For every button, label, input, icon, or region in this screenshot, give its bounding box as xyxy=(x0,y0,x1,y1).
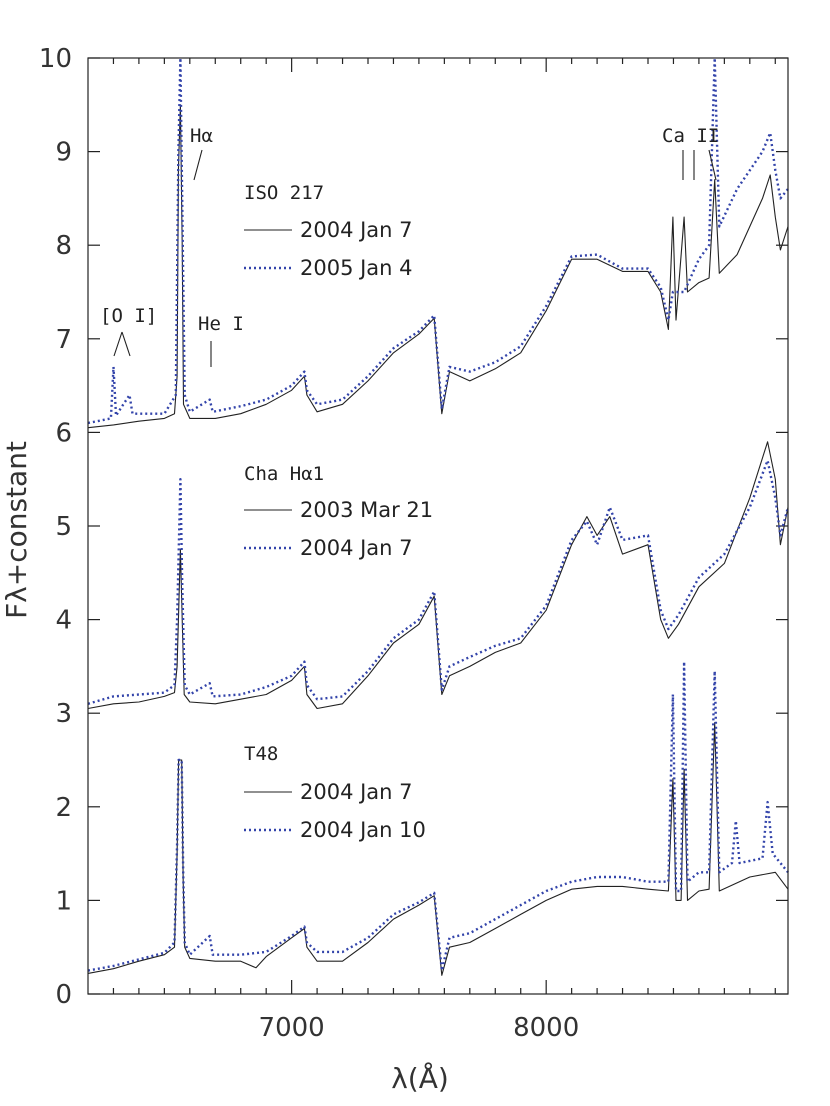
annotation-pointer xyxy=(113,331,123,357)
panel-label-iso217: ISO 217 xyxy=(244,182,324,204)
y-axis-ticks: 0 1 2 3 4 5 6 7 8 9 10 xyxy=(39,44,788,1010)
y-tick-label: 0 xyxy=(55,980,72,1010)
annotation-pointer xyxy=(708,149,717,181)
spectrum-line-panel0-dotted xyxy=(87,56,789,425)
annotation-h-alpha: Hα xyxy=(190,125,213,181)
y-tick-label: 6 xyxy=(55,418,72,448)
annotation-label: He I xyxy=(198,313,244,335)
legend-label-dotted: 2005 Jan 4 xyxy=(300,256,413,280)
y-tick-label: 9 xyxy=(55,138,72,168)
spectrum-line-panel1-dotted xyxy=(87,459,790,705)
legend-label-solid: 2003 Mar 21 xyxy=(300,498,433,522)
legend-label-dotted: 2004 Jan 7 xyxy=(300,536,413,560)
y-tick-label: 7 xyxy=(55,325,72,355)
legend-label-dotted: 2004 Jan 10 xyxy=(300,818,426,842)
y-tick-label: 4 xyxy=(55,606,72,636)
x-axis-ticks: 7000 8000 xyxy=(112,58,776,1043)
annotation-pointer xyxy=(193,149,203,181)
annotation-label: [O I] xyxy=(100,305,157,327)
annotation-ca-ii: Ca II xyxy=(662,125,719,181)
y-axis-label: Fλ+constant xyxy=(0,441,33,619)
y-tick-label: 8 xyxy=(55,231,72,261)
annotation-label: Ca II xyxy=(662,125,719,147)
y-tick-label: 10 xyxy=(39,44,72,74)
panel-label-t48: T48 xyxy=(244,743,278,765)
annotation-label: Hα xyxy=(190,125,213,147)
series-layer xyxy=(87,56,790,976)
panel-cha-ha1-legend: Cha Hα1 2003 Mar 21 2004 Jan 7 xyxy=(244,463,433,560)
x-tick-label: 7000 xyxy=(259,1013,325,1043)
y-tick-label: 2 xyxy=(55,793,72,823)
annotation-pointer xyxy=(121,331,131,357)
annotation-he-i: He I xyxy=(198,313,244,367)
x-tick-label: 8000 xyxy=(513,1013,579,1043)
y-tick-label: 1 xyxy=(55,886,72,916)
annotation-o-i: [O I] xyxy=(100,305,157,357)
panel-t48-legend: T48 2004 Jan 7 2004 Jan 10 xyxy=(244,743,426,842)
panel-label-cha-ha1: Cha Hα1 xyxy=(244,463,324,485)
legend-label-solid: 2004 Jan 7 xyxy=(300,218,413,242)
legend-label-solid: 2004 Jan 7 xyxy=(300,780,413,804)
panel-iso217-legend: ISO 217 2004 Jan 7 2005 Jan 4 xyxy=(244,182,413,280)
plot-frame xyxy=(87,57,789,995)
spectrum-line-panel1-solid xyxy=(87,441,789,710)
y-tick-label: 3 xyxy=(55,699,72,729)
spectrum-line-panel2-solid xyxy=(87,722,789,976)
x-axis-label: λ(Å) xyxy=(391,1061,449,1095)
y-tick-label: 5 xyxy=(55,512,72,542)
